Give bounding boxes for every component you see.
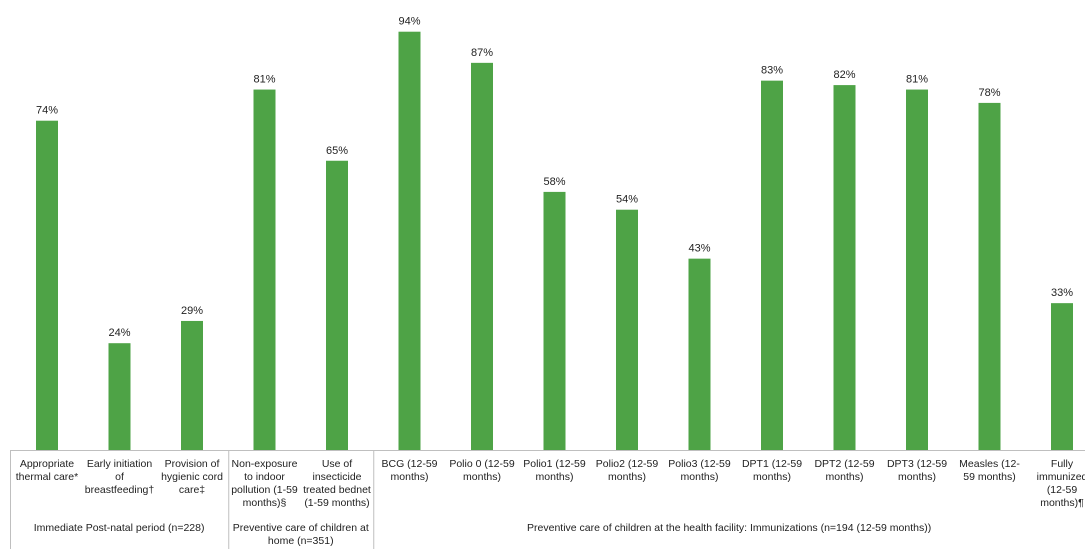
category-label-12: DPT2 (12-59 months): [814, 458, 875, 483]
bar-3: [181, 320, 203, 450]
group-label-3: Preventive care of children at the healt…: [527, 522, 932, 534]
value-label-7: 87%: [471, 47, 493, 59]
value-label-13: 81%: [906, 74, 928, 86]
bar-6: [398, 31, 421, 450]
category-label-2: Early initiation of breastfeeding†: [84, 458, 155, 496]
bars-layer: [36, 31, 1073, 451]
axis-layer: [10, 450, 1085, 549]
bar-11: [761, 80, 783, 451]
value-label-5: 65%: [326, 145, 348, 157]
category-label-13: DPT3 (12-59 months): [886, 458, 948, 483]
bar-14: [978, 102, 1001, 451]
group-label-1: Immediate Post-natal period (n=228): [33, 522, 205, 534]
group-label-2: Preventive care of children at home (n=3…: [232, 522, 369, 547]
bar-5: [326, 160, 348, 450]
category-label-7: Polio 0 (12-59 months): [449, 458, 515, 483]
value-label-8: 58%: [543, 176, 565, 188]
category-label-14: Measles (12-59 months): [959, 458, 1020, 483]
category-label-4: Non-exposure to indoor pollution (1-59 m…: [231, 458, 298, 509]
category-label-11: DPT1 (12-59 months): [741, 458, 803, 483]
value-label-15: 33%: [1051, 287, 1073, 299]
value-label-14: 78%: [978, 87, 1000, 99]
bar-4: [253, 89, 276, 451]
bar-8: [543, 191, 566, 450]
category-label-9: Polio2 (12-59 months): [595, 458, 659, 483]
category-label-15: Fully immunized (12-59 months)¶: [1036, 458, 1085, 509]
value-label-12: 82%: [833, 69, 855, 81]
bar-12: [833, 85, 856, 450]
value-label-2: 24%: [108, 327, 130, 339]
value-labels-layer: 74% 24% 29% 81% 65% 94% 87% 58% 54% 43% 83% 82% 81% 7…: [36, 16, 1073, 340]
bar-7: [471, 62, 493, 450]
category-label-6: BCG (12-59 months): [381, 458, 438, 483]
bar-13: [906, 89, 928, 451]
value-label-4: 81%: [253, 74, 275, 86]
category-label-8: Polio1 (12-59 months): [523, 458, 586, 483]
bar-2: [108, 343, 131, 450]
category-label-3: Provision of hygienic cord care‡: [161, 458, 223, 496]
value-label-6: 94%: [398, 16, 420, 28]
category-label-5: Use of insecticide treated bednet (1-59 …: [303, 458, 371, 509]
category-label-10: Polio3 (12-59 months): [668, 458, 731, 483]
bar-9: [616, 209, 638, 450]
value-label-11: 83%: [761, 65, 783, 77]
value-label-9: 54%: [616, 194, 638, 206]
category-label-1: Appropriate thermal care*: [15, 458, 79, 483]
bar-1: [36, 120, 58, 450]
value-label-10: 43%: [688, 243, 710, 255]
value-label-3: 29%: [181, 305, 203, 317]
value-label-1: 74%: [36, 105, 58, 117]
bar-15: [1051, 303, 1073, 450]
bar-10: [688, 258, 711, 450]
